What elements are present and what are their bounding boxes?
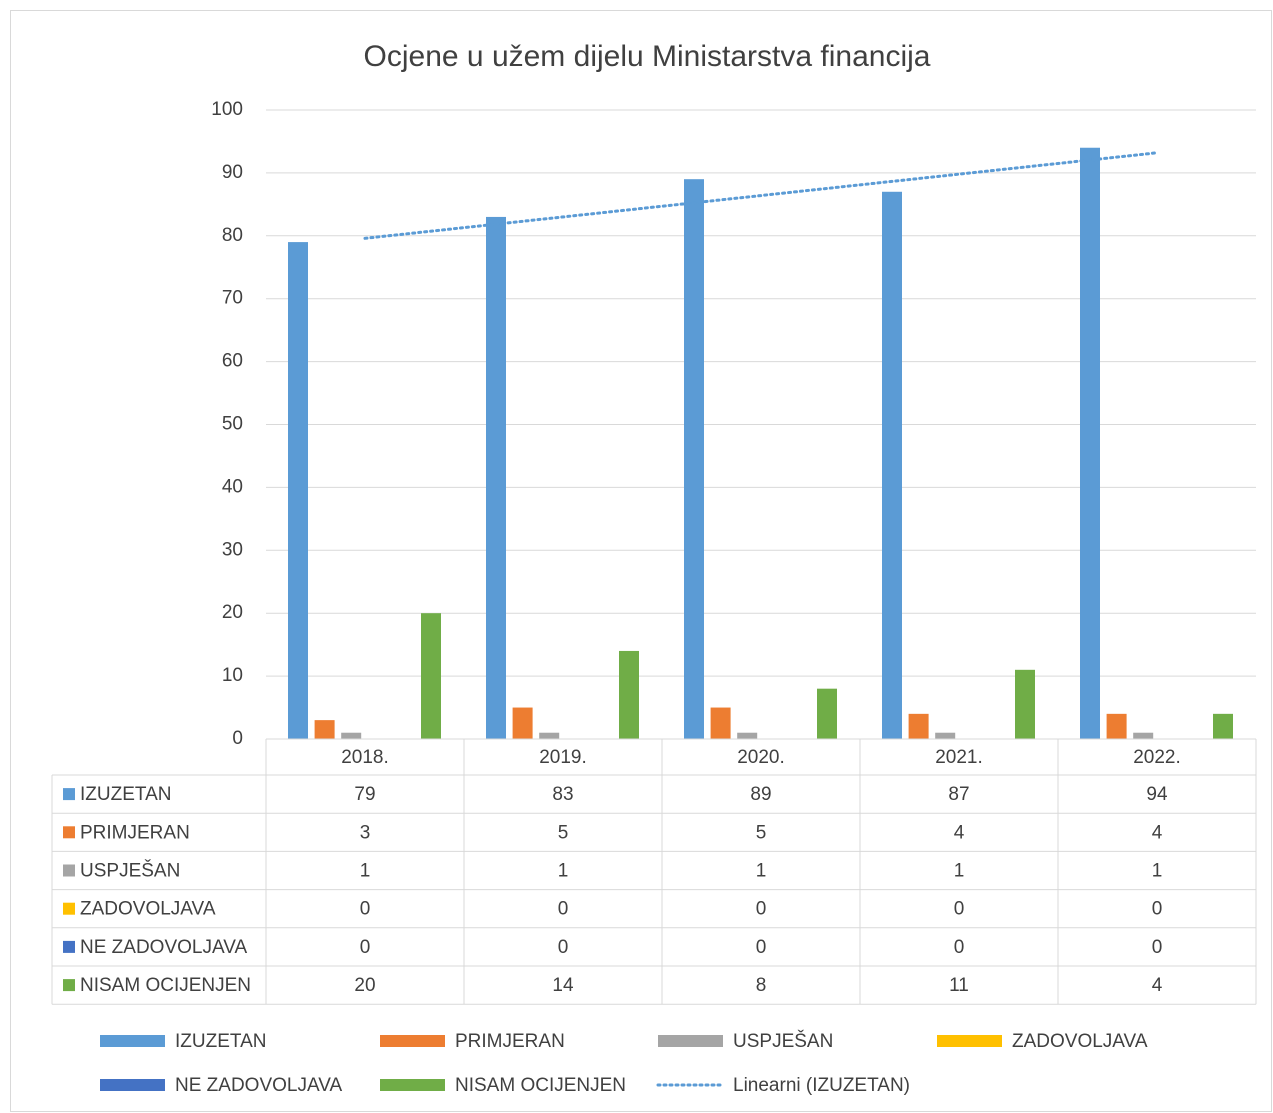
bar	[908, 713, 929, 739]
bar	[710, 707, 731, 739]
y-tick-label: 100	[211, 99, 243, 120]
table-swatch	[63, 864, 75, 877]
table-value: 0	[756, 899, 767, 920]
legend-swatch	[658, 1035, 723, 1047]
table-value: 4	[1152, 975, 1163, 996]
x-tick-label: 2018.	[341, 747, 389, 768]
y-tick-label: 80	[222, 225, 243, 246]
table-value: 1	[558, 861, 569, 882]
legend-swatch	[937, 1035, 1002, 1047]
table-swatch	[63, 826, 75, 839]
x-tick-label: 2020.	[737, 747, 785, 768]
table-value: 0	[1152, 937, 1163, 958]
x-tick-label: 2022.	[1133, 747, 1181, 768]
table-value: 4	[1152, 822, 1163, 843]
table-value: 14	[552, 975, 574, 996]
y-tick-label: 20	[222, 602, 243, 623]
y-tick-label: 70	[222, 288, 243, 309]
legend-label: PRIMJERAN	[455, 1031, 565, 1052]
bar	[1106, 713, 1127, 739]
table-value: 0	[756, 937, 767, 958]
bar	[882, 191, 902, 739]
bar	[539, 732, 560, 739]
table-value: 0	[1152, 899, 1163, 920]
table-value: 4	[954, 822, 965, 843]
table-value: 94	[1146, 784, 1168, 805]
bar	[421, 613, 441, 739]
bar	[737, 732, 758, 739]
table-value: 89	[750, 784, 771, 805]
table-value: 1	[954, 861, 965, 882]
table-value: 8	[756, 975, 767, 996]
table-value: 0	[954, 899, 965, 920]
legend-swatch	[100, 1079, 165, 1091]
table-row-label: USPJEŠAN	[80, 860, 180, 882]
x-tick-label: 2021.	[935, 747, 983, 768]
table-value: 11	[949, 975, 969, 996]
legend-swatch	[100, 1035, 165, 1047]
legend-label: NE ZADOVOLJAVA	[175, 1075, 342, 1096]
table-value: 87	[948, 784, 969, 805]
legend-label: Linearni (IZUZETAN)	[733, 1075, 910, 1096]
table-value: 5	[756, 822, 767, 843]
table-row-label: NE ZADOVOLJAVA	[80, 937, 247, 958]
bar	[314, 720, 335, 739]
y-tick-label: 0	[232, 728, 243, 749]
table-value: 0	[558, 937, 569, 958]
bar	[684, 179, 704, 739]
legend-label: IZUZETAN	[175, 1031, 266, 1052]
trendline	[363, 151, 1159, 240]
bar	[1015, 669, 1035, 739]
bar	[1080, 147, 1100, 740]
bar	[1213, 713, 1233, 739]
bar	[1133, 732, 1154, 739]
table-swatch	[63, 979, 75, 992]
table-value: 0	[360, 937, 371, 958]
y-tick-label: 30	[222, 539, 243, 560]
table-value: 79	[354, 784, 375, 805]
table-value: 0	[360, 899, 371, 920]
table-swatch	[63, 788, 75, 801]
table-swatch	[63, 902, 75, 915]
table-value: 0	[558, 899, 569, 920]
legend-label: ZADOVOLJAVA	[1012, 1031, 1148, 1052]
bar	[341, 732, 362, 739]
bar	[817, 688, 837, 739]
y-tick-label: 40	[222, 476, 243, 497]
bar	[619, 650, 639, 739]
table-value: 83	[552, 784, 573, 805]
table-row-label: ZADOVOLJAVA	[80, 899, 216, 920]
y-tick-label: 60	[222, 351, 243, 372]
table-row-label: PRIMJERAN	[80, 822, 190, 843]
table-swatch	[63, 940, 75, 953]
table-value: 0	[954, 937, 965, 958]
y-tick-label: 90	[222, 162, 243, 183]
table-value: 3	[360, 822, 371, 843]
legend-label: USPJEŠAN	[733, 1030, 833, 1052]
bar	[288, 242, 308, 739]
legend-label: NISAM OCIJENJEN	[455, 1075, 626, 1096]
legend-swatch	[380, 1035, 445, 1047]
table-row-label: NISAM OCIJENJEN	[80, 975, 251, 996]
table-row-label: IZUZETAN	[80, 784, 171, 805]
bar	[935, 732, 956, 739]
y-tick-label: 50	[222, 414, 243, 435]
table-value: 1	[756, 861, 767, 882]
x-tick-label: 2019.	[539, 747, 587, 768]
legend-swatch	[380, 1079, 445, 1091]
y-tick-label: 10	[222, 665, 243, 686]
bar	[512, 707, 533, 739]
table-value: 1	[1152, 861, 1163, 882]
table-value: 20	[354, 975, 375, 996]
bar	[486, 216, 506, 739]
table-value: 1	[360, 861, 371, 882]
chart-title: Ocjene u užem dijelu Ministarstva financ…	[364, 40, 931, 73]
table-value: 5	[558, 822, 569, 843]
